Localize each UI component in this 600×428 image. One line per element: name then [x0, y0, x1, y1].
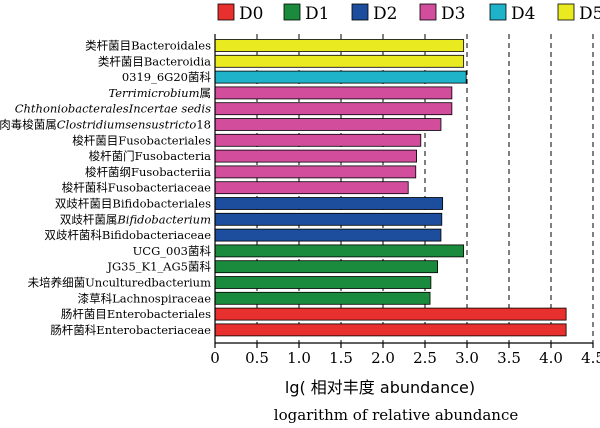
- category-label-6: 梭杆菌目Fusobacteriales: [72, 133, 211, 147]
- legend-swatch-d3: [419, 3, 437, 21]
- category-label-0: 类杆菌目Bacteroidales: [85, 39, 211, 53]
- bar-10: [214, 197, 444, 210]
- x-tick-label-0: 0: [210, 349, 220, 367]
- x-tick-label-7: 3.5: [497, 349, 521, 367]
- legend-label-d2: D2: [373, 4, 397, 24]
- bar-8: [214, 165, 417, 179]
- bar-3: [214, 86, 453, 100]
- category-label-16: 漆草科Lachnospiraceae: [78, 291, 212, 305]
- category-label-3: Terrimicrobium属: [108, 86, 211, 100]
- category-label-12: 双歧杆菌科Bifidobacteriaceae: [44, 228, 211, 242]
- category-label-5: 肉毒梭菌属Clostridiumsensustricto18: [0, 118, 211, 132]
- category-label-8: 梭杆菌纲Fusobacteriia: [85, 165, 211, 179]
- x-tick-label-6: 3.0: [455, 349, 479, 367]
- x-tick-label-2: 1.0: [287, 349, 311, 367]
- x-tick-label-4: 2.0: [371, 349, 395, 367]
- bar-18: [214, 323, 567, 337]
- x-axis: 0 0.5 1.0 1.5 2.0 2.5 3.0 3.5 4.0 4.5: [210, 34, 600, 367]
- bar-6: [214, 133, 422, 147]
- x-tick-label-8: 4.0: [539, 349, 563, 367]
- bar-13: [214, 244, 465, 258]
- category-label-9: 梭杆菌科Fusobacteriaceae: [62, 181, 211, 195]
- bars: [214, 39, 567, 337]
- bar-5: [214, 118, 442, 131]
- x-tick-label-9: 4.5: [581, 349, 600, 367]
- bar-1: [214, 54, 465, 68]
- legend-swatch-d5: [557, 3, 575, 21]
- category-label-4: ChthoniobacteralesIncertae sedis: [15, 102, 211, 116]
- x-tick-label-5: 2.5: [413, 349, 437, 367]
- x-tick-label-3: 1.5: [329, 349, 353, 367]
- legend-label-d1: D1: [305, 4, 329, 24]
- bar-2: [214, 70, 467, 84]
- x-axis-label: lg( 相对丰度 abundance): [285, 378, 475, 397]
- legend-label-d4: D4: [511, 4, 535, 24]
- category-label-14: JG35_K1_AG5菌科: [106, 260, 211, 274]
- category-label-10: 双歧杆菌目Bifidobacteriales: [55, 197, 211, 211]
- bar-14: [214, 260, 439, 274]
- bar-9: [214, 181, 409, 195]
- legend-swatch-d4: [489, 3, 507, 21]
- bar-7: [214, 149, 418, 163]
- bar-15: [214, 276, 432, 289]
- category-label-11: 双歧杆菌属Bifidobacterium: [60, 212, 211, 226]
- category-label-18: 肠杆菌科Enterobacteriaceae: [50, 323, 211, 337]
- category-label-15: 未培养细菌Unculturedbacterium: [28, 276, 211, 290]
- category-label-2: 0319_6G20菌科: [122, 70, 212, 84]
- legend-swatch-d1: [283, 3, 301, 21]
- legend-label-d5: D5: [579, 4, 600, 24]
- legend-label-d0: D0: [239, 4, 263, 24]
- category-label-1: 类杆菌目Bacteroidia: [98, 54, 211, 68]
- bar-12: [214, 228, 442, 242]
- legend-swatch-d0: [217, 3, 235, 21]
- x-tick-label-1: 0.5: [245, 349, 269, 367]
- bar-11: [214, 212, 443, 226]
- x-axis-sublabel: logarithm of relative abundance: [274, 406, 519, 424]
- legend: D0 D1 D2 D3 D4 D5: [217, 3, 600, 24]
- bar-17: [214, 307, 567, 321]
- legend-swatch-d2: [351, 3, 369, 21]
- bar-16: [214, 291, 431, 305]
- legend-label-d3: D3: [441, 4, 465, 24]
- category-label-17: 肠杆菌目Enterobacteriales: [61, 307, 211, 321]
- category-label-7: 梭杆菌门Fusobacteria: [89, 149, 211, 163]
- bar-0: [214, 39, 465, 52]
- bar-4: [214, 102, 453, 116]
- category-label-13: UCG_003菌科: [133, 244, 212, 258]
